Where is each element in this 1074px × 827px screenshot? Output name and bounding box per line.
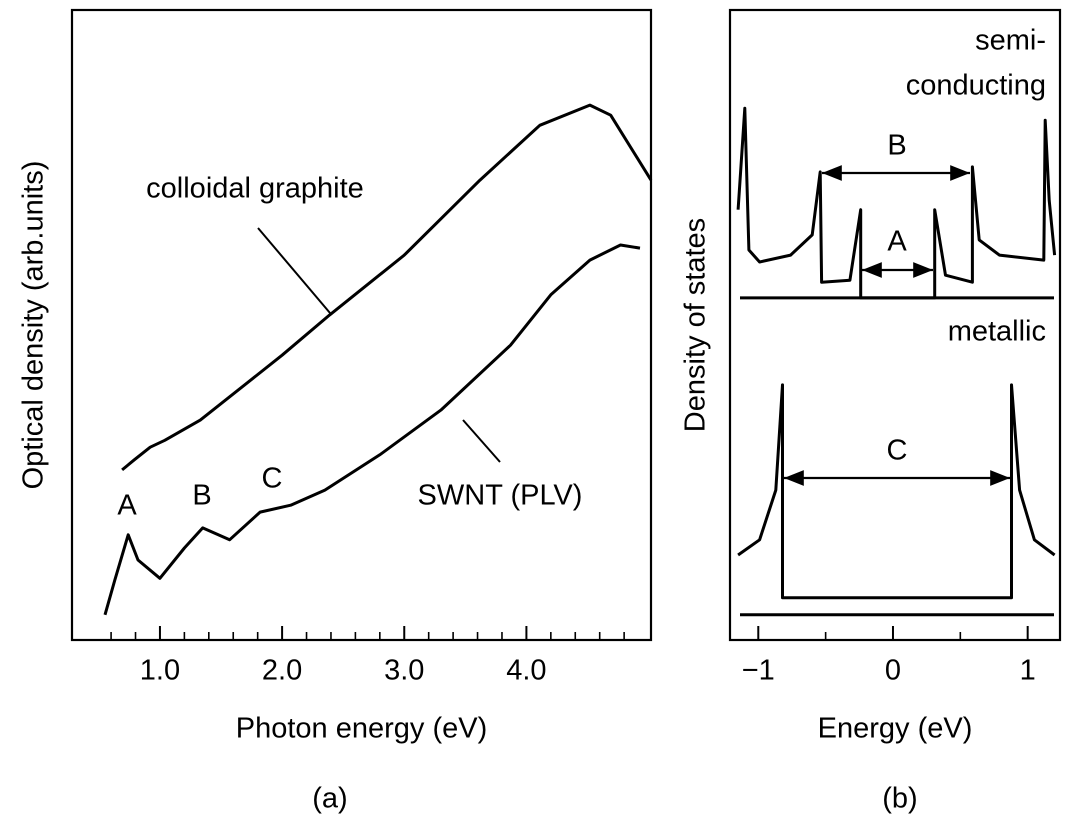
- data-line: [736, 106, 1057, 300]
- pointer-line: [257, 227, 331, 314]
- x-tick-label: 4.0: [506, 655, 546, 687]
- annotation: C: [262, 463, 283, 495]
- annotation: A: [117, 490, 137, 522]
- plot-frame: [70, 8, 653, 642]
- panel-label: (b): [882, 783, 917, 815]
- annotation: B: [192, 480, 211, 512]
- annotation: SWNT (PLV): [418, 480, 583, 512]
- x-axis-label: Photon energy (eV): [236, 713, 487, 745]
- x-tick-label: 3.0: [384, 655, 424, 687]
- panel-label: (a): [312, 783, 347, 815]
- y-axis-label: Density of states: [680, 218, 712, 432]
- x-tick-label: −1: [742, 655, 775, 687]
- x-tick-label: 1.0: [140, 655, 180, 687]
- annotation: B: [887, 130, 906, 162]
- annotation: colloidal graphite: [146, 173, 364, 205]
- annotation: A: [887, 226, 907, 258]
- x-tick-label: 0: [885, 655, 901, 687]
- annotation: metallic: [948, 316, 1046, 348]
- annotation: C: [887, 435, 908, 467]
- annotation: conducting: [906, 70, 1046, 102]
- x-axis-label: Energy (eV): [818, 713, 973, 745]
- x-tick-label: 2.0: [262, 655, 302, 687]
- data-line: [737, 383, 1056, 600]
- plot-frame: [728, 8, 1062, 642]
- data-line: [121, 103, 653, 472]
- y-axis-label: Optical density (arb.units): [18, 161, 50, 490]
- pointer-line: [462, 419, 501, 463]
- annotation: semi-: [975, 25, 1046, 57]
- data-line: [103, 243, 641, 616]
- x-tick-label: 1: [1020, 655, 1036, 687]
